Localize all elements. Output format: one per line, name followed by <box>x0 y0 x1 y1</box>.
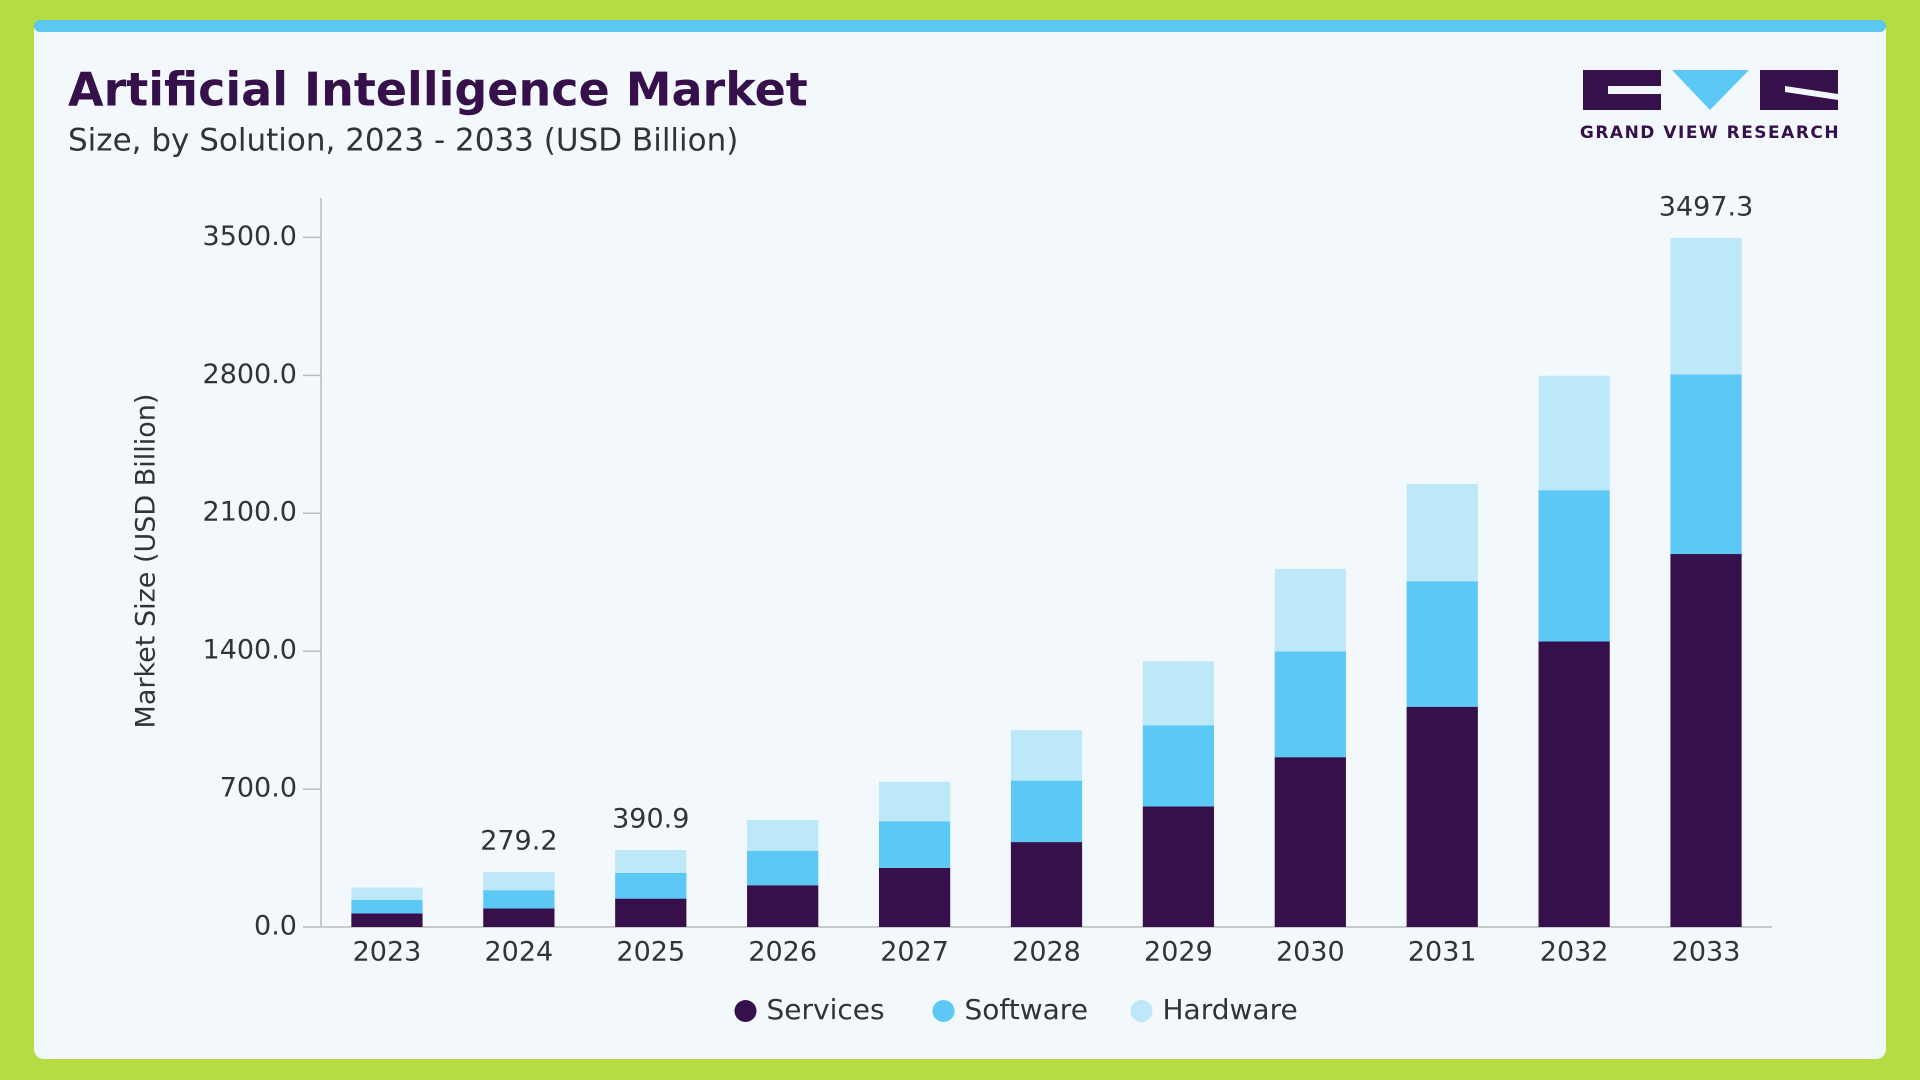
x-tick-label: 2023 <box>353 937 422 968</box>
bar-segment <box>747 820 819 851</box>
y-tick-label: 0.0 <box>254 911 297 942</box>
bar-segment <box>747 885 819 927</box>
bar-segment <box>878 821 951 868</box>
logo-cut <box>1785 86 1838 100</box>
bar-segment <box>483 871 555 891</box>
bar-segment <box>483 890 555 909</box>
bar-segment <box>1010 780 1083 843</box>
legend-label: Hardware <box>1163 993 1298 1026</box>
bar-segment <box>1670 374 1742 555</box>
total-label: 279.2 <box>480 825 557 856</box>
bar-segment <box>1142 806 1215 927</box>
bar-segment <box>747 850 819 886</box>
bar-segment <box>1274 568 1346 652</box>
card-top-bar <box>34 20 1886 32</box>
y-axis-label: Market Size (USD Billion) <box>131 394 162 729</box>
bar-segment <box>615 872 687 899</box>
x-tick-label: 2028 <box>1012 937 1081 968</box>
x-tick-label: 2026 <box>748 937 817 968</box>
bar-segment <box>1406 706 1478 927</box>
x-tick-label: 2032 <box>1540 937 1609 968</box>
bar-segment <box>1670 554 1742 927</box>
bar-segment <box>483 908 555 927</box>
bar-segment <box>351 887 423 900</box>
y-tick-label: 700.0 <box>220 773 297 804</box>
bar-segment <box>1142 661 1215 726</box>
bar-segment <box>1010 730 1083 781</box>
bar-segment <box>1274 651 1346 758</box>
bar-segment <box>615 849 687 873</box>
bar-segment <box>1670 237 1742 375</box>
legend-swatch <box>1130 1000 1153 1022</box>
legend-label: Software <box>965 993 1088 1026</box>
bar-segment <box>351 899 423 914</box>
legend-swatch <box>932 1000 955 1022</box>
y-tick-label: 2100.0 <box>203 497 297 528</box>
y-tick-label: 3500.0 <box>203 221 297 252</box>
legend-swatch <box>734 1000 757 1022</box>
x-tick-label: 2025 <box>616 937 685 968</box>
total-label: 3497.3 <box>1659 191 1753 222</box>
bar-segment <box>1406 483 1478 582</box>
x-tick-label: 2030 <box>1276 937 1345 968</box>
bar-segment <box>351 913 423 927</box>
bar-segment <box>1274 757 1346 927</box>
x-tick-label: 2029 <box>1144 937 1213 968</box>
x-tick-label: 2033 <box>1672 937 1741 968</box>
x-tick-label: 2024 <box>485 937 554 968</box>
bar-segment <box>1538 641 1610 927</box>
logo: GRAND VIEW RESEARCH <box>1580 70 1840 143</box>
logo-text: GRAND VIEW RESEARCH <box>1580 123 1840 143</box>
logo-triangle <box>1672 70 1749 110</box>
bar-segment <box>1406 581 1478 707</box>
bar-segment <box>1538 490 1610 642</box>
y-tick-label: 1400.0 <box>203 635 297 666</box>
total-label: 390.9 <box>612 803 689 834</box>
bar-segment <box>878 867 951 927</box>
logo-cut <box>1608 86 1661 94</box>
x-tick-label: 2027 <box>880 937 949 968</box>
bar-segment <box>1538 375 1610 491</box>
x-tick-label: 2031 <box>1408 937 1477 968</box>
bar-segment <box>1010 842 1083 927</box>
y-tick-label: 2800.0 <box>203 359 297 390</box>
chart-subtitle: Size, by Solution, 2023 - 2033 (USD Bill… <box>68 123 738 159</box>
bar-segment <box>878 781 951 822</box>
bar-segment <box>615 898 687 927</box>
chart-title: Artificial Intelligence Market <box>68 63 808 117</box>
legend-label: Services <box>767 993 885 1026</box>
bar-segment <box>1142 725 1215 807</box>
